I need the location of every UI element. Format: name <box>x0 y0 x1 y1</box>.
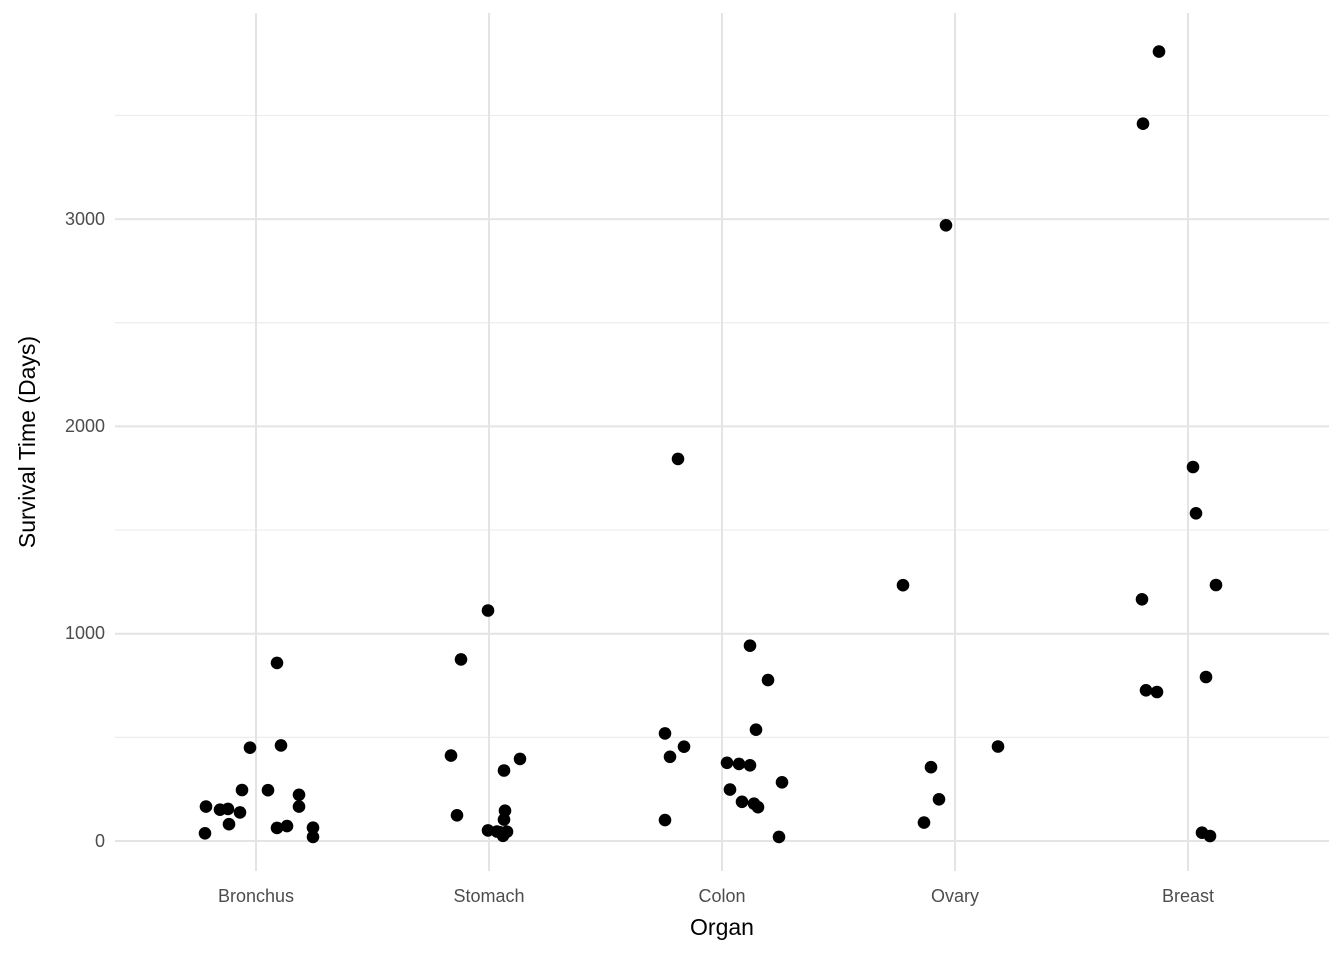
x-tick-label-breast: Breast <box>1161 886 1215 906</box>
data-point-bronchus <box>235 783 249 797</box>
data-point-breast <box>1135 593 1149 606</box>
data-point-bronchus <box>243 741 257 754</box>
data-point-bronchus <box>233 806 247 819</box>
data-point-ovary <box>991 740 1005 753</box>
data-point-colon <box>775 776 789 789</box>
data-point-bronchus <box>274 739 288 752</box>
data-point-stomach <box>497 813 511 826</box>
data-point-stomach <box>513 752 527 766</box>
data-point-breast <box>1209 578 1223 592</box>
data-point-breast <box>1152 45 1166 58</box>
y-tick-label-0: 0 <box>94 831 105 851</box>
data-point-ovary <box>924 760 938 774</box>
data-point-ovary <box>896 578 910 592</box>
x-tick-label-bronchus: Bronchus <box>217 886 295 906</box>
x-tick-label-ovary: Ovary <box>930 886 979 906</box>
data-point-ovary <box>917 816 931 829</box>
data-point-bronchus <box>261 783 275 797</box>
data-point-colon <box>663 750 677 764</box>
data-point-bronchus <box>292 800 306 813</box>
data-point-breast <box>1186 460 1200 474</box>
data-point-ovary <box>932 793 946 806</box>
data-point-stomach <box>497 764 511 777</box>
data-point-stomach <box>454 653 468 666</box>
data-point-colon <box>723 783 737 796</box>
data-point-bronchus <box>270 821 284 835</box>
data-point-stomach <box>481 604 495 617</box>
data-point-colon <box>749 723 763 736</box>
data-point-bronchus <box>198 827 212 840</box>
data-point-colon <box>677 740 691 753</box>
data-point-colon <box>658 727 672 740</box>
data-point-colon <box>743 639 757 652</box>
data-point-colon <box>732 757 746 771</box>
data-point-colon <box>761 673 775 687</box>
data-point-bronchus <box>280 819 294 833</box>
data-point-breast <box>1203 829 1217 843</box>
y-tick-label-2000: 2000 <box>64 416 105 436</box>
data-point-breast <box>1199 670 1213 684</box>
data-point-bronchus <box>199 800 213 813</box>
data-point-colon <box>658 813 672 827</box>
data-point-colon <box>751 800 765 814</box>
data-point-colon <box>743 759 757 772</box>
data-point-breast <box>1139 684 1153 697</box>
data-point-bronchus <box>306 821 320 834</box>
data-point-breast <box>1150 685 1164 699</box>
data-point-colon <box>671 452 685 466</box>
data-point-breast <box>1136 117 1150 130</box>
y-axis-title: Survival Time (Days) <box>14 335 40 549</box>
data-point-colon <box>720 756 734 770</box>
data-point-breast <box>1189 507 1203 520</box>
data-point-bronchus <box>306 830 320 844</box>
data-point-stomach <box>450 809 464 822</box>
data-point-stomach <box>496 829 510 843</box>
x-tick-label-colon: Colon <box>698 886 746 906</box>
data-point-colon <box>735 795 749 809</box>
y-tick-label-3000: 3000 <box>64 209 105 229</box>
y-tick-label-1000: 1000 <box>64 623 105 643</box>
data-point-colon <box>772 830 786 844</box>
data-point-ovary <box>939 219 953 232</box>
data-point-bronchus <box>292 788 306 802</box>
x-axis-title: Organ <box>690 914 754 940</box>
data-point-bronchus <box>222 817 236 831</box>
data-point-stomach <box>444 749 458 762</box>
data-point-bronchus <box>213 803 227 816</box>
x-tick-label-stomach: Stomach <box>453 886 525 906</box>
data-point-bronchus <box>270 656 284 670</box>
